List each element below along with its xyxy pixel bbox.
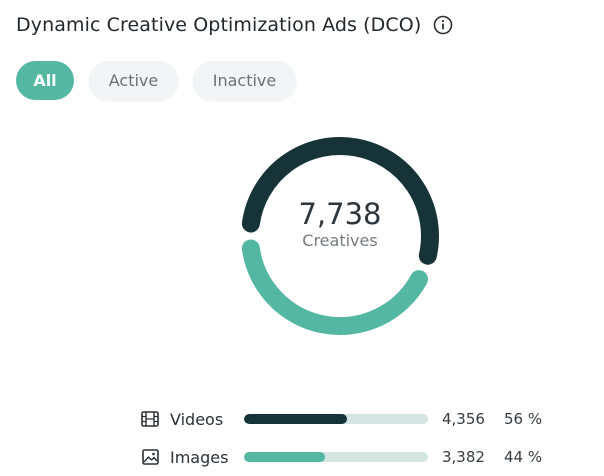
progress-track-images <box>244 452 428 462</box>
image-icon <box>140 447 160 467</box>
legend-label-videos: Videos <box>170 409 224 429</box>
film-icon <box>140 409 160 429</box>
filter-inactive-button[interactable]: Inactive <box>193 61 296 100</box>
legend-count-images: 3,382 <box>442 448 485 466</box>
progress-fill-images <box>244 452 325 462</box>
donut-segment-images <box>241 239 428 335</box>
total-creatives-value: 7,738 <box>298 197 382 231</box>
total-creatives-label: Creatives <box>302 231 378 250</box>
widget-header: Dynamic Creative Optimization Ads (DCO) <box>16 12 453 38</box>
filter-active-button[interactable]: Active <box>89 61 178 100</box>
legend-row-images: Images 3,382 44 % <box>140 438 542 476</box>
donut-svg <box>241 137 439 335</box>
legend-percent-videos: 56 % <box>504 410 543 428</box>
donut-segment-videos <box>241 137 439 265</box>
filter-group: All Active Inactive <box>16 61 296 100</box>
legend-percent-images: 44 % <box>504 448 543 466</box>
legend-row-videos: Videos 4,356 56 % <box>140 400 542 438</box>
donut-chart: 7,738 Creatives <box>232 128 452 348</box>
legend: Videos 4,356 56 % Images 3,382 44 % <box>140 400 542 476</box>
widget-title: Dynamic Creative Optimization Ads (DCO) <box>16 14 422 36</box>
progress-fill-videos <box>244 414 348 424</box>
legend-label-images: Images <box>170 447 229 467</box>
legend-count-videos: 4,356 <box>442 410 485 428</box>
filter-all-button[interactable]: All <box>16 61 74 100</box>
progress-track-videos <box>244 414 428 424</box>
info-icon[interactable] <box>433 15 453 35</box>
donut-center: 7,738 Creatives <box>232 198 448 252</box>
